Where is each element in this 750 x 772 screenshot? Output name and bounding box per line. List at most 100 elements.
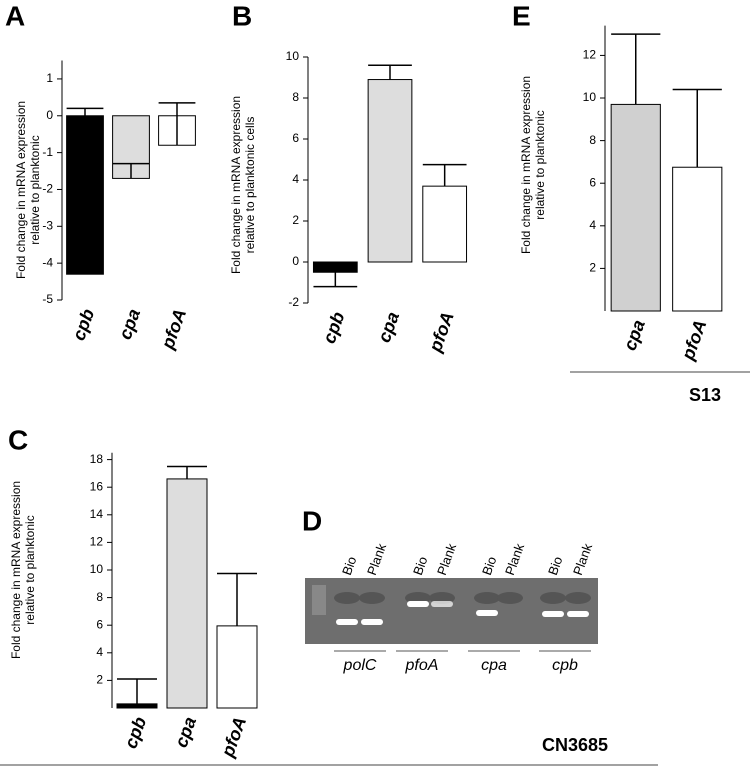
y-tick-label: 0 <box>292 254 299 268</box>
y-axis-label: Fold change in mRNA expression <box>519 76 533 254</box>
strain-label: CN3685 <box>542 735 608 755</box>
bar <box>216 625 258 709</box>
y-tick-label: 16 <box>90 479 104 493</box>
y-tick-label: 10 <box>286 49 300 63</box>
y-tick-label: 6 <box>292 131 299 145</box>
bar <box>312 261 358 273</box>
bar <box>422 185 468 263</box>
x-tick-label: cpb <box>120 714 150 751</box>
well-shadow <box>540 592 566 604</box>
error-bar <box>313 272 358 288</box>
error-bar <box>112 162 150 179</box>
y-axis-label: relative to planktonic cells <box>243 117 257 254</box>
y-axis-label: Fold change in mRNA expression <box>14 101 28 279</box>
gel-band <box>336 619 358 625</box>
error-bar <box>66 107 104 275</box>
gel-band <box>567 611 589 617</box>
lane-label: Bio <box>479 554 500 577</box>
error-bar <box>217 572 257 626</box>
y-tick-label: -4 <box>42 255 53 269</box>
x-tick-label: cpa <box>620 317 649 353</box>
y-axis-label: Fold change in mRNA expression <box>9 481 23 659</box>
y-tick-label: -5 <box>42 292 53 306</box>
well-shadow <box>359 592 385 604</box>
x-tick-label: pfoA <box>677 317 710 363</box>
error-bar <box>117 678 157 704</box>
y-axis-label: relative to planktonic <box>23 515 37 624</box>
x-tick-label: pfoA <box>157 306 190 352</box>
y-tick-label: 8 <box>96 590 103 604</box>
lane-label: Plank <box>502 541 527 577</box>
y-axis-label: Fold change in mRNA expression <box>229 96 243 274</box>
bar <box>672 166 723 312</box>
y-tick-label: -1 <box>42 145 53 159</box>
lane-label: Plank <box>434 541 459 577</box>
gene-label: cpa <box>481 657 507 674</box>
lane-label: Plank <box>364 541 389 577</box>
error-bar <box>158 102 196 146</box>
panel-letter: A <box>5 0 25 31</box>
y-tick-label: 4 <box>589 218 596 232</box>
panel-letter: D <box>302 505 322 536</box>
y-tick-label: 14 <box>90 507 104 521</box>
panel-letter: C <box>8 424 28 455</box>
x-tick-label: cpb <box>68 306 98 343</box>
error-bar <box>167 465 207 479</box>
gel-band <box>431 601 453 607</box>
y-tick-label: 12 <box>90 535 104 549</box>
gel-band <box>542 611 564 617</box>
well-shadow <box>565 592 591 604</box>
panel-letter: E <box>512 0 531 31</box>
x-tick-label: cpb <box>319 309 349 346</box>
y-tick-label: -3 <box>42 218 53 232</box>
error-bar <box>368 64 412 80</box>
error-bar <box>672 88 722 168</box>
y-tick-label: -2 <box>42 182 53 196</box>
y-axis-label: relative to planktonic <box>533 110 547 219</box>
bar <box>367 79 413 263</box>
gel-band <box>476 610 498 616</box>
bar <box>116 703 158 709</box>
x-tick-label: cpa <box>115 306 144 342</box>
y-tick-label: -2 <box>288 295 299 309</box>
y-tick-label: 1 <box>46 71 53 85</box>
gene-label: pfoA <box>405 657 439 674</box>
y-tick-label: 2 <box>292 213 299 227</box>
error-bar <box>611 33 661 105</box>
lane-label: Bio <box>410 554 431 577</box>
y-tick-label: 10 <box>583 90 597 104</box>
gel-band <box>407 601 429 607</box>
well-shadow <box>497 592 523 604</box>
gel-band <box>361 619 383 625</box>
y-tick-label: 4 <box>292 172 299 186</box>
y-tick-label: 6 <box>589 175 596 189</box>
y-tick-label: 6 <box>96 617 103 631</box>
lane-label: Bio <box>545 554 566 577</box>
bar <box>166 478 208 709</box>
x-tick-label: cpa <box>374 309 403 345</box>
bar <box>610 103 661 312</box>
strain-label: S13 <box>689 385 721 405</box>
gene-label: cpb <box>552 657 578 674</box>
x-tick-label: cpa <box>171 714 200 750</box>
gene-label: polC <box>343 657 377 674</box>
y-axis-label: relative to planktonic <box>28 135 42 244</box>
x-tick-label: pfoA <box>217 714 250 760</box>
y-tick-label: 8 <box>589 133 596 147</box>
y-tick-label: 2 <box>96 673 103 687</box>
y-tick-label: 8 <box>292 90 299 104</box>
y-tick-label: 2 <box>589 261 596 275</box>
ladder <box>312 585 326 615</box>
y-tick-label: 18 <box>90 452 104 466</box>
y-tick-label: 12 <box>583 48 597 62</box>
panel-letter: B <box>232 0 252 31</box>
well-shadow <box>474 592 500 604</box>
x-tick-label: pfoA <box>425 309 458 355</box>
lane-label: Plank <box>570 541 595 577</box>
y-tick-label: 10 <box>90 562 104 576</box>
well-shadow <box>334 592 360 604</box>
y-tick-label: 0 <box>46 108 53 122</box>
lane-label: Bio <box>339 554 360 577</box>
y-tick-label: 4 <box>96 645 103 659</box>
